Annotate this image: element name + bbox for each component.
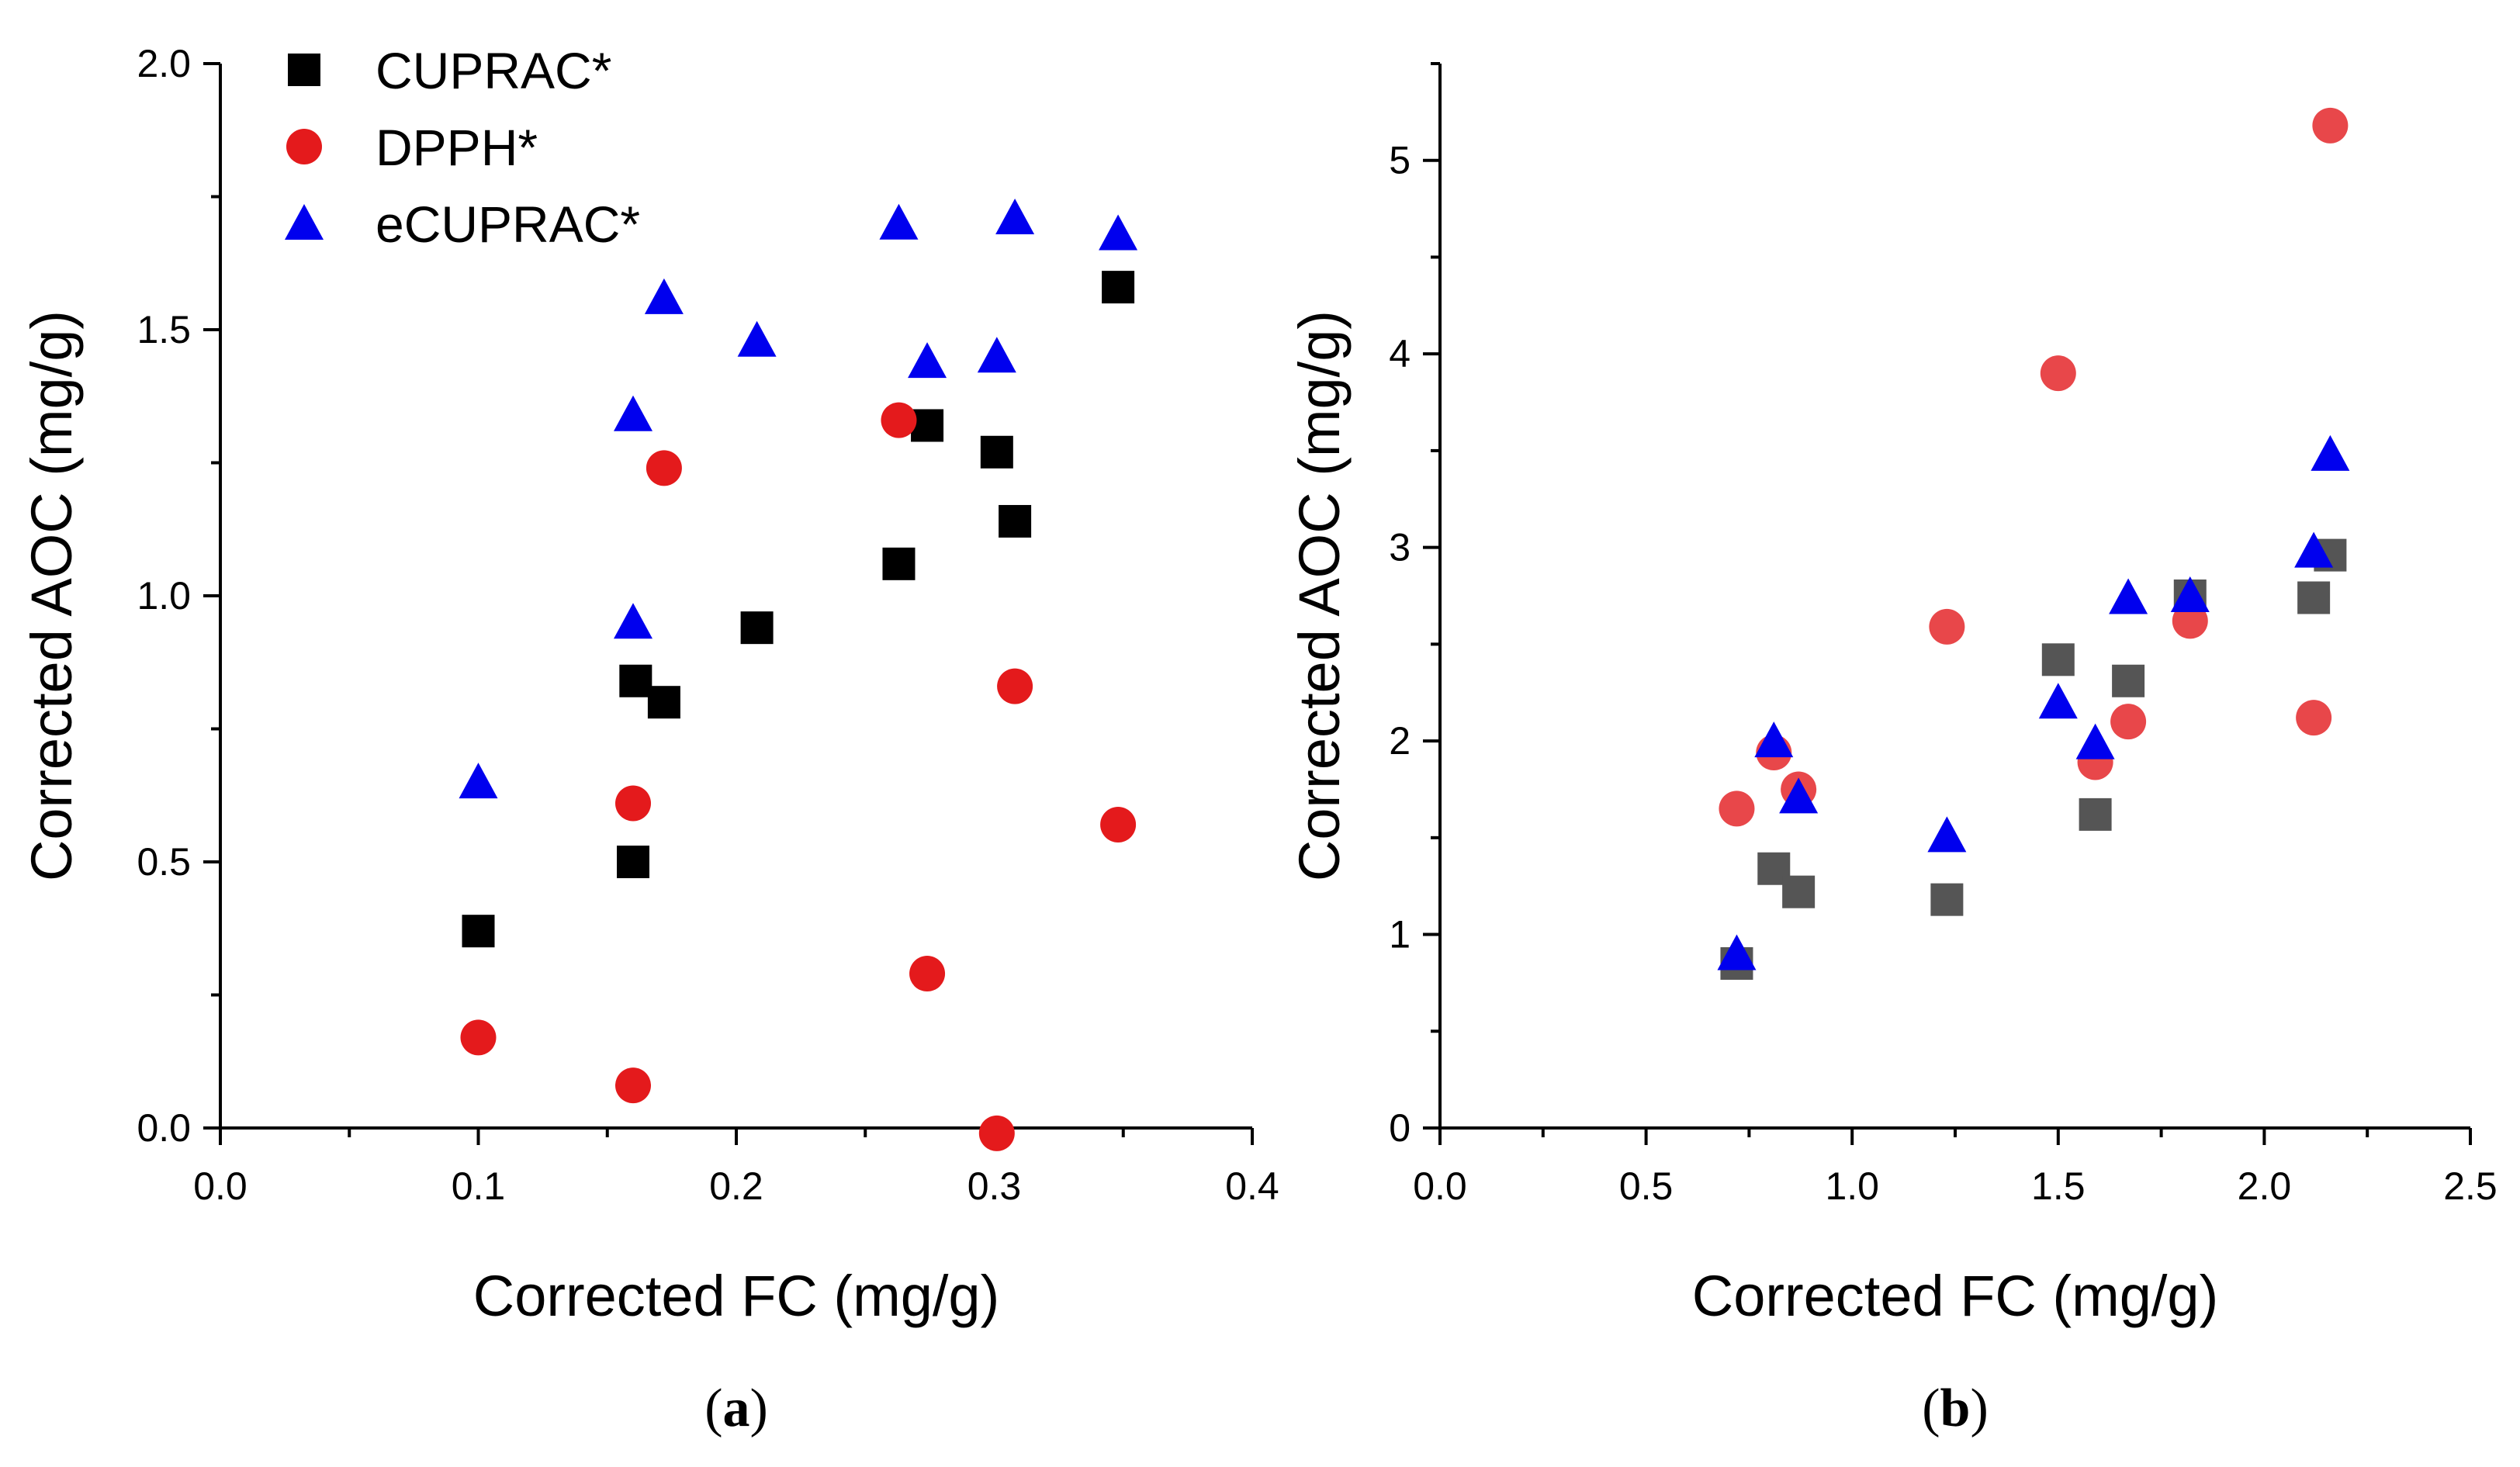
- x-tick-label: 1.5: [2031, 1164, 2086, 1208]
- data-point-circle: [997, 668, 1033, 704]
- panel-label-open-paren: (: [1922, 1379, 1940, 1438]
- data-point-triangle: [1779, 777, 1819, 814]
- panel-label-close-paren: ): [1970, 1379, 1988, 1438]
- data-point-square: [740, 611, 774, 645]
- data-point-triangle: [2170, 576, 2210, 612]
- data-point-triangle: [879, 203, 919, 240]
- x-tick-label: 0.0: [193, 1164, 248, 1208]
- y-tick-label: 1.0: [137, 574, 191, 618]
- y-tick-label: 5: [1389, 139, 1411, 182]
- data-point-triangle: [1927, 816, 1967, 853]
- data-point-circle: [2040, 355, 2076, 392]
- panel-label-open-paren: (: [704, 1379, 722, 1438]
- data-point-triangle: [1099, 214, 1138, 251]
- data-point-circle: [646, 450, 682, 486]
- data-point-triangle: [2109, 578, 2148, 614]
- data-point-circle: [1929, 608, 1965, 645]
- y-tick-label: 4: [1389, 332, 1411, 375]
- x-tick-label: 0.4: [1225, 1164, 1279, 1208]
- x-tick-label: 2.5: [2443, 1164, 2498, 1208]
- x-axis-title: Corrected FC (mg/g): [473, 1264, 999, 1328]
- data-point-circle: [881, 402, 917, 438]
- x-tick-label: 0.2: [709, 1164, 763, 1208]
- data-point-triangle: [908, 342, 947, 379]
- data-point-square: [980, 435, 1013, 469]
- y-tick-label: 2: [1389, 719, 1411, 763]
- x-tick-label: 0.5: [1619, 1164, 1674, 1208]
- data-point-circle: [978, 1115, 1015, 1151]
- x-tick-label: 1.0: [1825, 1164, 1879, 1208]
- legend-label: CUPRAC*: [376, 42, 611, 99]
- data-point-triangle: [614, 395, 652, 431]
- panel-label-letter: b: [1940, 1379, 1971, 1438]
- data-point-triangle: [614, 603, 652, 639]
- x-tick-label: 0.1: [452, 1164, 506, 1208]
- panel-a-chart: 0.0 0.1 0.2 0.3 0.4 0.0 0.5 1.0 1.5 2.0 Corrected …: [19, 42, 1279, 1438]
- legend-marker-triangle: [285, 204, 324, 240]
- data-point-square: [462, 915, 495, 948]
- legend-marker-square: [288, 54, 320, 86]
- data-point-square: [647, 686, 680, 719]
- data-point-triangle: [1754, 721, 1794, 758]
- y-tick-label: 0: [1389, 1106, 1411, 1150]
- data-point-circle: [1100, 806, 1137, 842]
- y-tick-label: 0.0: [137, 1106, 191, 1150]
- data-point-circle: [2312, 107, 2349, 144]
- data-point-triangle: [644, 278, 684, 314]
- data-point-circle: [2296, 700, 2332, 736]
- data-point-triangle: [737, 320, 777, 357]
- data-point-circle: [2110, 704, 2147, 740]
- y-tick-label: 1.5: [137, 308, 191, 351]
- legend-label: DPPH*: [376, 119, 538, 176]
- data-point-square: [1930, 883, 1964, 916]
- y-axis-title: Corrected AOC (mg/g): [1287, 310, 1352, 881]
- x-axis-title: Corrected FC (mg/g): [1692, 1264, 2218, 1328]
- data-point-triangle: [995, 198, 1035, 234]
- data-point-circle: [615, 1067, 651, 1104]
- legend-label: eCUPRAC*: [376, 195, 640, 253]
- data-point-square: [2079, 798, 2112, 831]
- data-point-square: [1102, 271, 1135, 304]
- data-point-circle: [909, 956, 946, 992]
- y-tick-label: 3: [1389, 526, 1411, 569]
- panel-label-close-paren: ): [750, 1379, 768, 1438]
- panel-label-letter: a: [723, 1379, 750, 1438]
- data-point-square: [1782, 875, 1816, 908]
- y-tick-label: 2.0: [137, 42, 191, 85]
- x-tick-label: 2.0: [2238, 1164, 2292, 1208]
- data-point-triangle: [1717, 934, 1757, 971]
- x-tick-label: 0.3: [968, 1164, 1022, 1208]
- data-point-square: [619, 664, 652, 697]
- data-point-square: [882, 547, 916, 580]
- panel-label: (b): [1922, 1379, 1989, 1438]
- data-point-circle: [460, 1019, 497, 1056]
- data-point-triangle: [977, 337, 1016, 373]
- data-point-triangle: [2075, 723, 2115, 759]
- data-point-triangle: [2311, 434, 2350, 471]
- data-point-circle: [1719, 791, 1755, 827]
- data-point-square: [2041, 643, 2075, 676]
- data-point-square: [911, 409, 944, 442]
- data-point-triangle: [2294, 531, 2334, 568]
- data-point-circle: [615, 785, 651, 822]
- data-point-square: [999, 504, 1032, 538]
- panel-label: (a): [704, 1379, 768, 1438]
- data-point-square: [2297, 581, 2331, 614]
- panel-b-chart: 0.0 0.5 1.0 1.5 2.0 2.5 0 1 2 3 4 5 Corrected FC (mg…: [1287, 62, 2498, 1438]
- data-point-triangle: [2038, 683, 2078, 719]
- y-tick-label: 1: [1389, 913, 1411, 957]
- y-axis-title: Corrected AOC (mg/g): [19, 310, 84, 881]
- legend-marker-circle: [286, 129, 322, 164]
- y-tick-label: 0.5: [137, 840, 191, 884]
- data-point-square: [617, 846, 649, 878]
- data-point-triangle: [459, 763, 498, 799]
- data-point-square: [2112, 664, 2145, 697]
- x-tick-label: 0.0: [1413, 1164, 1467, 1208]
